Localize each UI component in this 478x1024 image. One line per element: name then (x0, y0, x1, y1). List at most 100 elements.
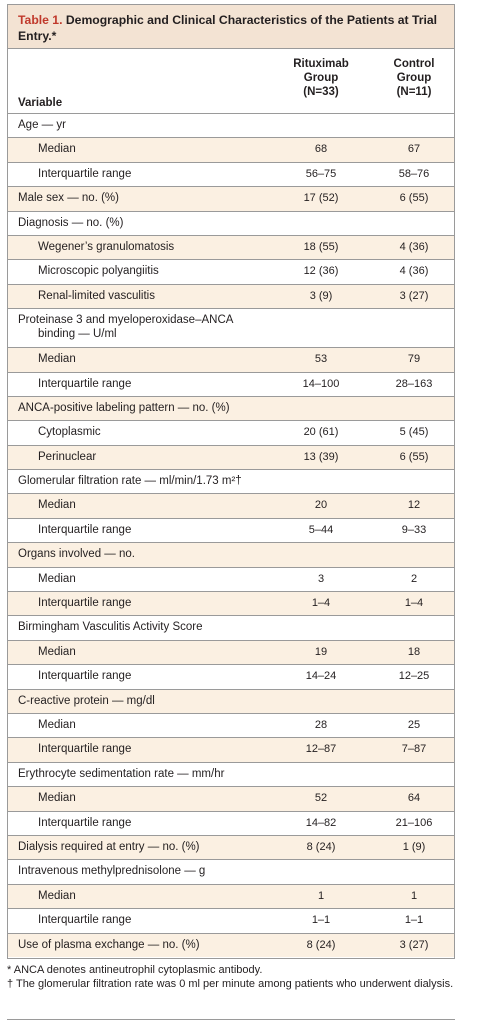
table-row: Male sex — no. (%) 17 (52) 6 (55) (8, 186, 454, 211)
table-row: Diagnosis — no. (%) (8, 210, 454, 235)
control-value: 67 (407, 143, 421, 156)
table-row: Renal-limited vasculitis 3 (9) 3 (27) (8, 283, 454, 309)
table-row: Interquartile range 1–1 1–1 (8, 908, 454, 932)
row-label: Wegener’s granulomatosis (38, 240, 175, 253)
table-row: Median 1 1 (8, 883, 454, 909)
rituximab-column-header: Rituximab Group (N=33) (293, 58, 349, 98)
table-row: Median 20 12 (8, 493, 454, 518)
table-row: Median 52 64 (8, 786, 454, 811)
control-value: 3 (27) (399, 938, 429, 951)
row-label: Median (38, 645, 76, 658)
control-value: 9–33 (401, 523, 427, 536)
table-row: Erythrocyte sedimentation rate — mm/hr (8, 761, 454, 786)
column-headers: Variable Rituximab Group (N=33) Control … (8, 49, 454, 113)
control-column-header: Control Group (N=11) (393, 58, 435, 98)
rituximab-value: 68 (314, 143, 328, 156)
control-value: 58–76 (398, 167, 430, 180)
table-row: Median 3 2 (8, 566, 454, 591)
table-row: C-reactive protein — mg/dl (8, 688, 454, 713)
row-label: Use of plasma exchange — no. (%) (18, 938, 200, 951)
rituximab-value: 3 (9) (309, 289, 333, 302)
rituximab-value: 17 (52) (303, 192, 339, 205)
rituximab-value: 8 (24) (306, 938, 336, 951)
row-label: Median (38, 792, 76, 805)
rituximab-value: 13 (39) (303, 450, 339, 463)
rituximab-value: 12 (36) (303, 265, 339, 278)
table-title: Table 1. Demographic and Clinical Charac… (8, 5, 454, 49)
rituximab-value: 5–44 (308, 523, 334, 536)
table-row: Glomerular filtration rate — ml/min/1.73… (8, 469, 454, 493)
rituximab-value: 3 (317, 572, 325, 585)
control-value: 7–87 (401, 743, 427, 756)
footnotes: * ANCA denotes antineutrophil cytoplasmi… (7, 964, 455, 991)
table-row: Organs involved — no. (8, 542, 454, 567)
footnote-gfr: † The glomerular filtration rate was 0 m… (7, 977, 454, 990)
control-value: 6 (55) (399, 450, 429, 463)
characteristics-table: Table 1. Demographic and Clinical Charac… (7, 4, 455, 959)
control-value: 25 (407, 718, 421, 731)
row-label: Interquartile range (38, 377, 132, 390)
rituximab-value: 12–87 (305, 743, 337, 756)
rituximab-value: 18 (55) (303, 240, 339, 253)
rituximab-value: 8 (24) (306, 840, 336, 853)
row-label: Interquartile range (38, 597, 132, 610)
row-label: Interquartile range (38, 670, 132, 683)
bottom-divider (7, 1019, 455, 1020)
control-value: 1 (410, 889, 418, 902)
row-label: Intravenous methylprednisolone — g (18, 865, 206, 878)
rituximab-value: 28 (314, 718, 328, 731)
control-value: 3 (27) (399, 289, 429, 302)
row-label: Median (38, 718, 76, 731)
control-value: 21–106 (395, 816, 433, 829)
footnote-anca: * ANCA denotes antineutrophil cytoplasmi… (7, 964, 263, 976)
row-label: Interquartile range (38, 743, 132, 756)
rituximab-value: 14–82 (305, 816, 337, 829)
control-value: 28–163 (395, 377, 433, 390)
rituximab-value: 19 (314, 645, 328, 658)
row-label: Interquartile range (38, 914, 132, 927)
row-label: Median (38, 572, 76, 585)
row-label: Proteinase 3 and myeloperoxidase–ANCA bin… (18, 314, 234, 341)
row-label: Glomerular filtration rate — ml/min/1.73… (18, 475, 242, 488)
table-row: Interquartile range 14–82 21–106 (8, 810, 454, 835)
row-label: Birmingham Vasculitis Activity Score (18, 621, 203, 634)
row-label: Erythrocyte sedimentation rate — mm/hr (18, 767, 225, 780)
control-value: 12 (407, 499, 421, 512)
table-row: Use of plasma exchange — no. (%) 8 (24) 3 … (8, 932, 454, 957)
row-label: Organs involved — no. (18, 548, 135, 561)
row-label: Male sex — no. (%) (18, 192, 119, 205)
table-row: Median 19 18 (8, 639, 454, 665)
row-label: Dialysis required at entry — no. (%) (18, 840, 200, 853)
row-label: Renal-limited vasculitis (38, 289, 155, 302)
control-value: 1–1 (404, 914, 424, 927)
table-row: ANCA-positive labeling pattern — no. (%) (8, 395, 454, 421)
table-row: Interquartile range 14–100 28–163 (8, 371, 454, 396)
rituximab-value: 1–1 (311, 914, 331, 927)
control-value: 12–25 (398, 670, 430, 683)
rituximab-value: 20 (61) (303, 426, 339, 439)
rituximab-value: 14–100 (302, 377, 340, 390)
table-row: Median 53 79 (8, 347, 454, 372)
table-row: Interquartile range 14–24 12–25 (8, 664, 454, 688)
rituximab-value: 52 (314, 792, 328, 805)
row-label: Cytoplasmic (38, 426, 101, 439)
control-value: 6 (55) (399, 192, 429, 205)
table-row: Dialysis required at entry — no. (%) 8 (2… (8, 834, 454, 860)
rituximab-value: 14–24 (305, 670, 337, 683)
table-row: Age — yr (8, 113, 454, 137)
control-value: 5 (45) (399, 426, 429, 439)
row-label: Median (38, 353, 76, 366)
table-body: Age — yr Median 68 67 Interquartile range 56–… (8, 113, 454, 957)
rituximab-value: 56–75 (305, 167, 337, 180)
row-label: Age — yr (18, 119, 66, 131)
table-row: Perinuclear 13 (39) 6 (55) (8, 444, 454, 470)
rituximab-value: 20 (314, 499, 328, 512)
rituximab-value: 1 (317, 889, 325, 902)
row-label: Microscopic polyangiitis (38, 265, 159, 278)
table-number: Table 1. (18, 13, 63, 27)
control-value: 2 (410, 572, 418, 585)
control-value: 18 (407, 645, 421, 658)
row-label: ANCA-positive labeling pattern — no. (%) (18, 401, 230, 414)
table-row: Interquartile range 1–4 1–4 (8, 591, 454, 616)
control-value: 1–4 (404, 597, 424, 610)
